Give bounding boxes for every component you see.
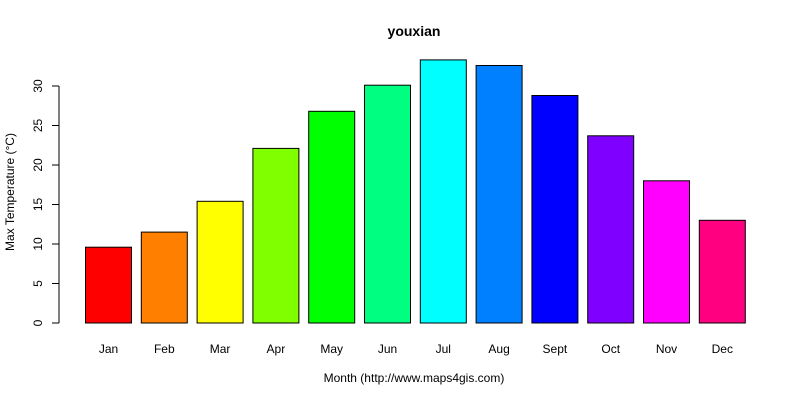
y-tick-label: 20 [31,158,45,172]
x-tick-label: Jun [378,342,397,356]
bar-jun [364,84,411,324]
x-tick-label: Aug [488,342,509,356]
bar-dec [698,219,746,324]
x-tick-label: May [320,342,343,356]
x-tick-label: Sept [543,342,568,356]
x-tick-label: Nov [656,342,677,356]
y-axis-label: Max Temperature (°C) [3,133,17,251]
y-tick-label: 15 [31,198,45,212]
bar-jan [85,246,132,324]
y-tick-label: 25 [31,119,45,133]
x-tick-label: Feb [154,342,175,356]
bars [85,59,746,324]
x-tick-label: Mar [210,342,231,356]
bar-aug [475,65,523,324]
bar-mar [196,200,244,324]
x-tick-label: Dec [712,342,733,356]
x-tick-label: Oct [601,342,620,356]
x-tick-label: Jul [436,342,451,356]
y-tick-label: 30 [31,79,45,93]
chart-title: youxian [388,23,441,39]
y-axis-ticks: 0 5 10 15 20 25 30 [31,79,59,326]
bar-apr [252,147,300,324]
y-tick-label: 0 [31,319,45,326]
y-tick-label: 5 [31,280,45,287]
x-tick-label: Apr [267,342,286,356]
x-tick-label: Jan [99,342,118,356]
bar-oct [587,135,635,324]
y-tick-label: 10 [31,237,45,251]
x-axis-label: Month (http://www.maps4gis.com) [324,371,505,385]
bar-may [308,110,356,324]
bar-sept [531,95,579,324]
bar-nov [643,180,690,324]
x-axis-tick-labels: Jan Feb Mar Apr May Jun Jul Aug Sept Oct Nov Dec [99,342,733,356]
bar-feb [140,231,188,324]
bar-jul [419,59,467,324]
